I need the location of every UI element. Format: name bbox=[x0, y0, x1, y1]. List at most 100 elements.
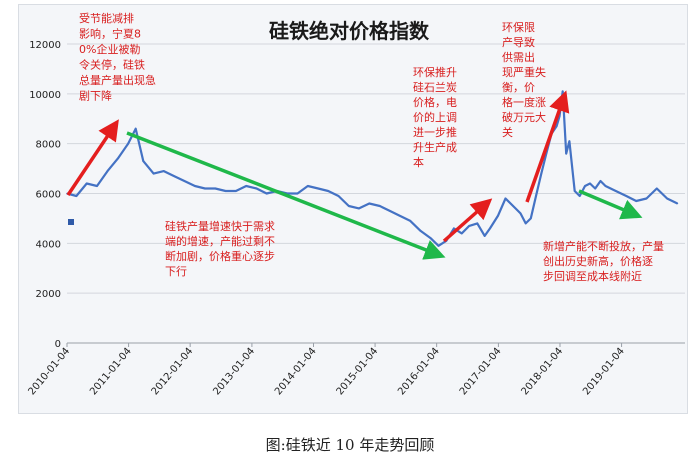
data-point bbox=[116, 157, 119, 160]
y-tick-label: 6000 bbox=[36, 190, 61, 201]
x-tick-label: 2016-01-04 bbox=[396, 346, 442, 398]
chart-title: 硅铁绝对价格指数 bbox=[269, 19, 430, 43]
data-point bbox=[134, 127, 137, 130]
x-tick-label: 2017-01-04 bbox=[458, 346, 504, 398]
data-point bbox=[565, 152, 568, 155]
data-point bbox=[489, 227, 491, 230]
data-point bbox=[235, 190, 237, 192]
grid bbox=[67, 43, 685, 344]
data-point bbox=[368, 202, 371, 205]
data-point bbox=[204, 187, 206, 190]
data-point bbox=[573, 190, 576, 192]
data-point bbox=[578, 195, 581, 197]
data-point bbox=[85, 182, 88, 185]
data-point bbox=[163, 170, 165, 172]
data-point bbox=[245, 185, 247, 187]
data-point bbox=[265, 192, 268, 195]
data-point bbox=[635, 200, 638, 202]
data-point bbox=[604, 185, 607, 187]
y-tick-label: 2000 bbox=[36, 289, 61, 300]
data-point bbox=[561, 90, 564, 93]
data-point bbox=[625, 195, 628, 197]
x-tick-label: 2011-01-04 bbox=[88, 346, 134, 398]
data-point bbox=[584, 185, 586, 187]
data-point bbox=[224, 190, 227, 192]
data-point bbox=[512, 205, 514, 207]
annotation-2016: 环保推升硅石兰炭价格，电价的上调进一步推升生产成本 bbox=[413, 65, 457, 169]
y-tick-label: 10000 bbox=[29, 90, 61, 101]
data-point bbox=[430, 237, 432, 240]
x-tick-label: 2013-01-04 bbox=[211, 346, 257, 398]
data-point bbox=[194, 185, 196, 187]
annotation-2017: 环保限产导致供需出现严重失衡，价格一度涨破万元大关 bbox=[502, 20, 546, 139]
x-tick-label: 2014-01-04 bbox=[273, 346, 319, 398]
data-point bbox=[358, 207, 360, 210]
x-tick-label: 2018-01-04 bbox=[519, 346, 565, 398]
data-point bbox=[555, 125, 558, 128]
data-point bbox=[594, 187, 597, 190]
data-point bbox=[568, 140, 571, 142]
data-point bbox=[483, 235, 486, 237]
x-tick-label: 2015-01-04 bbox=[335, 346, 381, 398]
annotation-2011-2016: 硅铁产量增速快于需求端的增速，产能过剩不断加剧，价格重心逐步下行 bbox=[165, 219, 275, 278]
data-point bbox=[589, 182, 591, 185]
data-point bbox=[378, 205, 381, 207]
annotations: 受节能减排影响，宁夏8 0%企业被勒令关停，硅铁总量产量出现急剧下降硅铁产量增速快… bbox=[79, 11, 664, 283]
data-point bbox=[75, 195, 78, 197]
arrow-rise-2016 bbox=[442, 198, 493, 243]
annotation-2010: 受节能减排影响，宁夏8 0%企业被勒令关停，硅铁总量产量出现急剧下降 bbox=[79, 11, 156, 103]
data-point bbox=[317, 187, 320, 190]
annotation-arrows bbox=[66, 90, 643, 260]
data-point bbox=[214, 187, 217, 190]
data-point bbox=[152, 172, 155, 175]
data-point bbox=[173, 175, 175, 177]
data-point bbox=[645, 197, 648, 200]
data-point bbox=[142, 160, 145, 162]
y-tick-label: 0 bbox=[55, 339, 61, 350]
y-tick-label: 4000 bbox=[36, 239, 61, 250]
data-point bbox=[519, 212, 522, 215]
series-marker bbox=[68, 219, 74, 225]
arrow-rise-2017 bbox=[525, 90, 570, 203]
data-point bbox=[656, 187, 658, 190]
data-point bbox=[666, 197, 668, 200]
data-point bbox=[460, 232, 463, 235]
data-point bbox=[676, 202, 679, 205]
data-point bbox=[296, 192, 299, 195]
data-point bbox=[183, 180, 186, 182]
data-point bbox=[599, 180, 602, 182]
data-point bbox=[535, 195, 537, 197]
data-point bbox=[419, 230, 422, 232]
data-point bbox=[106, 170, 109, 172]
arrow-decline-2018 bbox=[578, 189, 643, 220]
x-tick-label: 2010-01-04 bbox=[27, 346, 73, 398]
data-point bbox=[615, 190, 617, 192]
data-point bbox=[306, 185, 309, 187]
y-tick-label: 8000 bbox=[36, 140, 61, 151]
line-chart: 硅铁绝对价格指数 0 2000 4000 6000 8000 10000 12000 2010… bbox=[27, 11, 685, 398]
data-point bbox=[453, 227, 455, 230]
series-line bbox=[66, 90, 678, 247]
data-point bbox=[524, 222, 527, 225]
arrow-decline-2011-2016 bbox=[126, 131, 446, 260]
data-point bbox=[529, 217, 532, 220]
data-point bbox=[96, 185, 98, 187]
data-point bbox=[497, 215, 499, 217]
data-point bbox=[255, 187, 258, 190]
data-point bbox=[399, 215, 401, 217]
figure-caption: 图:硅铁近 10 年走势回顾 bbox=[265, 436, 435, 454]
data-point bbox=[504, 197, 507, 200]
arrow-rise-2010 bbox=[66, 119, 119, 196]
chart-area: 硅铁绝对价格指数 0 2000 4000 6000 8000 10000 12000 2010… bbox=[18, 4, 688, 414]
data-point bbox=[437, 245, 440, 247]
annotation-2018: 新增产能不断投放，产量创出历史新高，价格逐步回调至成本线附近 bbox=[543, 239, 664, 283]
data-point bbox=[388, 210, 391, 212]
data-point bbox=[337, 195, 340, 197]
data-point bbox=[540, 172, 543, 175]
data-point bbox=[347, 205, 350, 207]
series-layer bbox=[66, 90, 679, 247]
data-point bbox=[409, 220, 412, 222]
data-point bbox=[476, 222, 479, 225]
x-tick-label: 2019-01-04 bbox=[581, 346, 627, 398]
data-point bbox=[327, 190, 329, 192]
